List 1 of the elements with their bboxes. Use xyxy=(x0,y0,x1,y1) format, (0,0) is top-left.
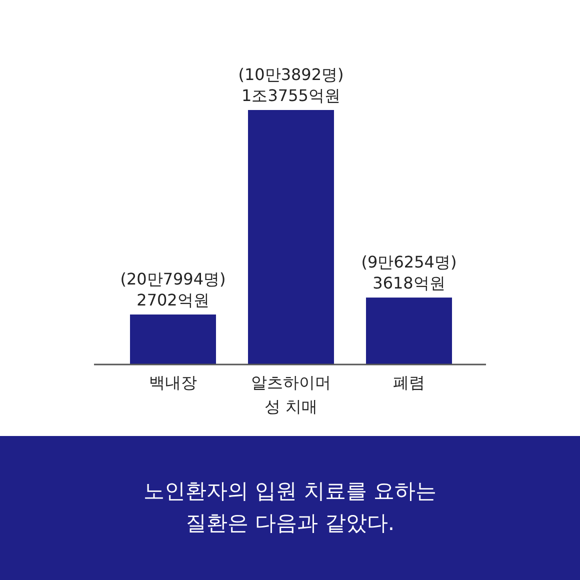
title: 노인환자의 입원 치료를 요하는 질환은 다음과 같았다. xyxy=(143,479,437,535)
